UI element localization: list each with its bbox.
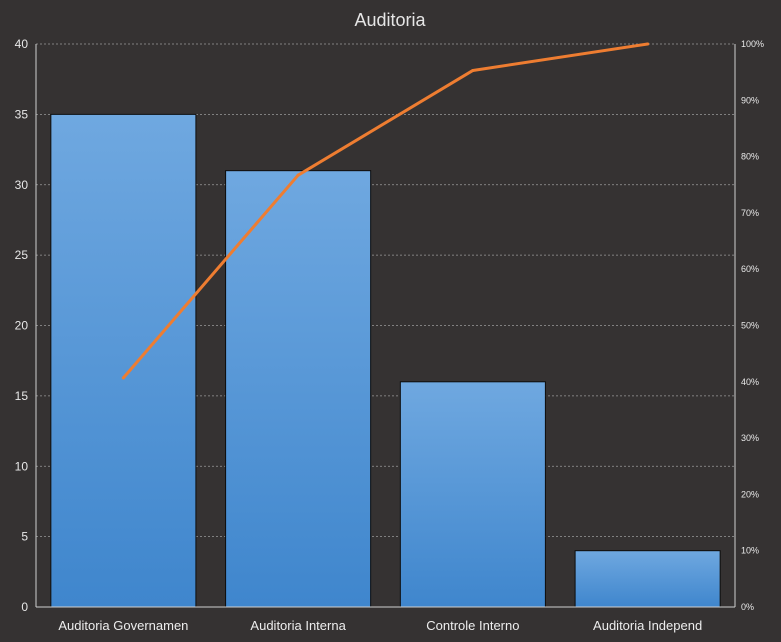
y2-tick-label: 10%: [741, 546, 759, 556]
y-tick-label: 0: [21, 600, 28, 614]
y2-tick-label: 100%: [741, 39, 764, 49]
y-tick-label: 25: [15, 248, 29, 262]
x-tick-label: Controle Interno: [426, 618, 519, 633]
cumulative-line: [121, 42, 650, 380]
y2-tick-label: 50%: [741, 321, 759, 331]
x-tick-label: Auditoria Independ: [593, 618, 702, 633]
chart-title: Auditoria: [354, 10, 426, 30]
x-tick-label: Auditoria Interna: [250, 618, 346, 633]
y2-tick-label: 60%: [741, 264, 759, 274]
line-point: [471, 68, 475, 72]
bar: [574, 550, 721, 608]
line-point: [646, 42, 650, 46]
y2-tick-label: 80%: [741, 152, 759, 162]
y2-tick-label: 30%: [741, 433, 759, 443]
line-layer: [121, 42, 650, 380]
y2-tick-label: 0%: [741, 602, 754, 612]
y-tick-label: 20: [15, 319, 29, 333]
y-tick-label: 40: [15, 37, 29, 51]
y-tick-label: 30: [15, 178, 29, 192]
line-point: [121, 376, 125, 380]
axis-layer: 0 5 10 15 20 25 30 35 40 0% 10% 20% 30% 40% 50% 60% 70% 8…: [15, 37, 764, 633]
y2-tick-label: 40%: [741, 377, 759, 387]
x-tick-label: Auditoria Governamen: [58, 618, 188, 633]
y-tick-label: 35: [15, 107, 29, 121]
line-point: [296, 173, 300, 177]
y2-tick-label: 20%: [741, 489, 759, 499]
bar: [225, 170, 372, 608]
bar: [50, 113, 197, 608]
y-tick-label: 15: [15, 389, 29, 403]
y2-tick-label: 90%: [741, 95, 759, 105]
bar: [399, 381, 546, 608]
y-tick-label: 10: [15, 459, 29, 473]
y2-tick-label: 70%: [741, 208, 759, 218]
y-tick-label: 5: [21, 530, 28, 544]
bar-layer: [50, 113, 721, 608]
